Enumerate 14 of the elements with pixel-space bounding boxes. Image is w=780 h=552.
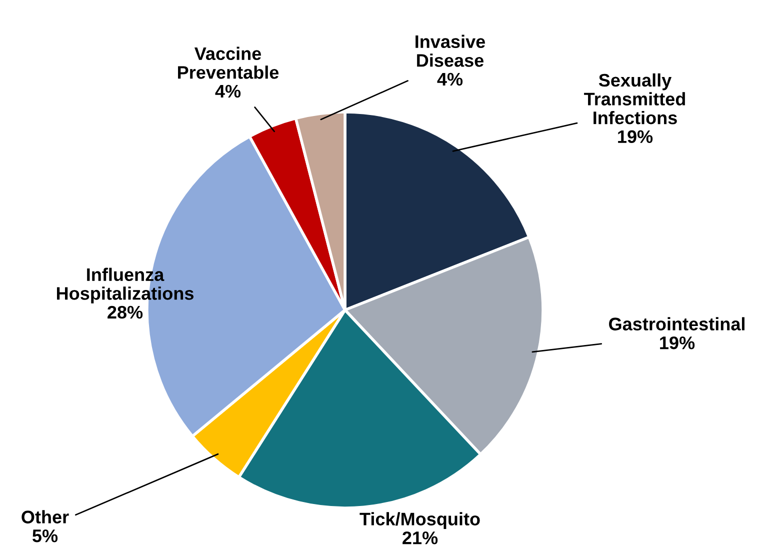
slice-label: Influenza Hospitalizations (56, 268, 194, 304)
data-label: 4% (215, 84, 241, 98)
slice-label: Invasive Disease (416, 34, 486, 67)
data-label: 4% (437, 72, 463, 86)
data-label: 21% (402, 531, 438, 544)
data-label: 19% (618, 130, 653, 144)
data-label: 28% (108, 306, 143, 319)
slice-label: Other (22, 510, 69, 524)
data-label: 5% (32, 530, 58, 542)
slice-label: Sexually Transmitted Infections (584, 73, 685, 124)
slice-label: Gastrointestinal (609, 317, 744, 330)
slice-label: Vaccine Preventable (178, 46, 279, 79)
slice-label: Tick/Mosquito (360, 512, 480, 530)
data-label: 19% (660, 336, 695, 350)
